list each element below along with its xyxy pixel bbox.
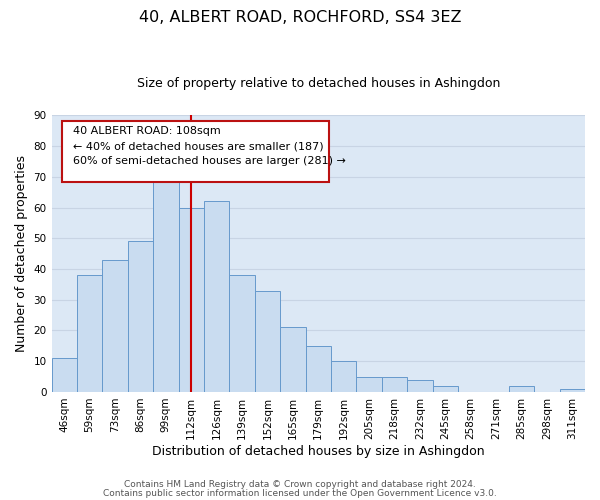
Bar <box>356 376 382 392</box>
X-axis label: Distribution of detached houses by size in Ashingdon: Distribution of detached houses by size … <box>152 444 485 458</box>
Bar <box>560 389 585 392</box>
Bar <box>229 275 255 392</box>
Bar <box>52 358 77 392</box>
Bar <box>407 380 433 392</box>
Bar <box>433 386 458 392</box>
Y-axis label: Number of detached properties: Number of detached properties <box>15 155 28 352</box>
Bar <box>331 361 356 392</box>
Bar <box>77 275 103 392</box>
Bar <box>255 290 280 392</box>
Text: 40 ALBERT ROAD: 108sqm
← 40% of detached houses are smaller (187)
60% of semi-de: 40 ALBERT ROAD: 108sqm ← 40% of detached… <box>73 126 346 166</box>
Bar <box>305 346 331 392</box>
Bar <box>128 242 153 392</box>
Bar <box>103 260 128 392</box>
Text: Contains public sector information licensed under the Open Government Licence v3: Contains public sector information licen… <box>103 490 497 498</box>
Bar <box>179 208 204 392</box>
Bar <box>509 386 534 392</box>
Bar <box>382 376 407 392</box>
Text: Contains HM Land Registry data © Crown copyright and database right 2024.: Contains HM Land Registry data © Crown c… <box>124 480 476 489</box>
FancyBboxPatch shape <box>62 121 329 182</box>
Text: 40, ALBERT ROAD, ROCHFORD, SS4 3EZ: 40, ALBERT ROAD, ROCHFORD, SS4 3EZ <box>139 10 461 25</box>
Title: Size of property relative to detached houses in Ashingdon: Size of property relative to detached ho… <box>137 78 500 90</box>
Bar <box>153 174 179 392</box>
Bar <box>204 202 229 392</box>
Bar <box>280 328 305 392</box>
